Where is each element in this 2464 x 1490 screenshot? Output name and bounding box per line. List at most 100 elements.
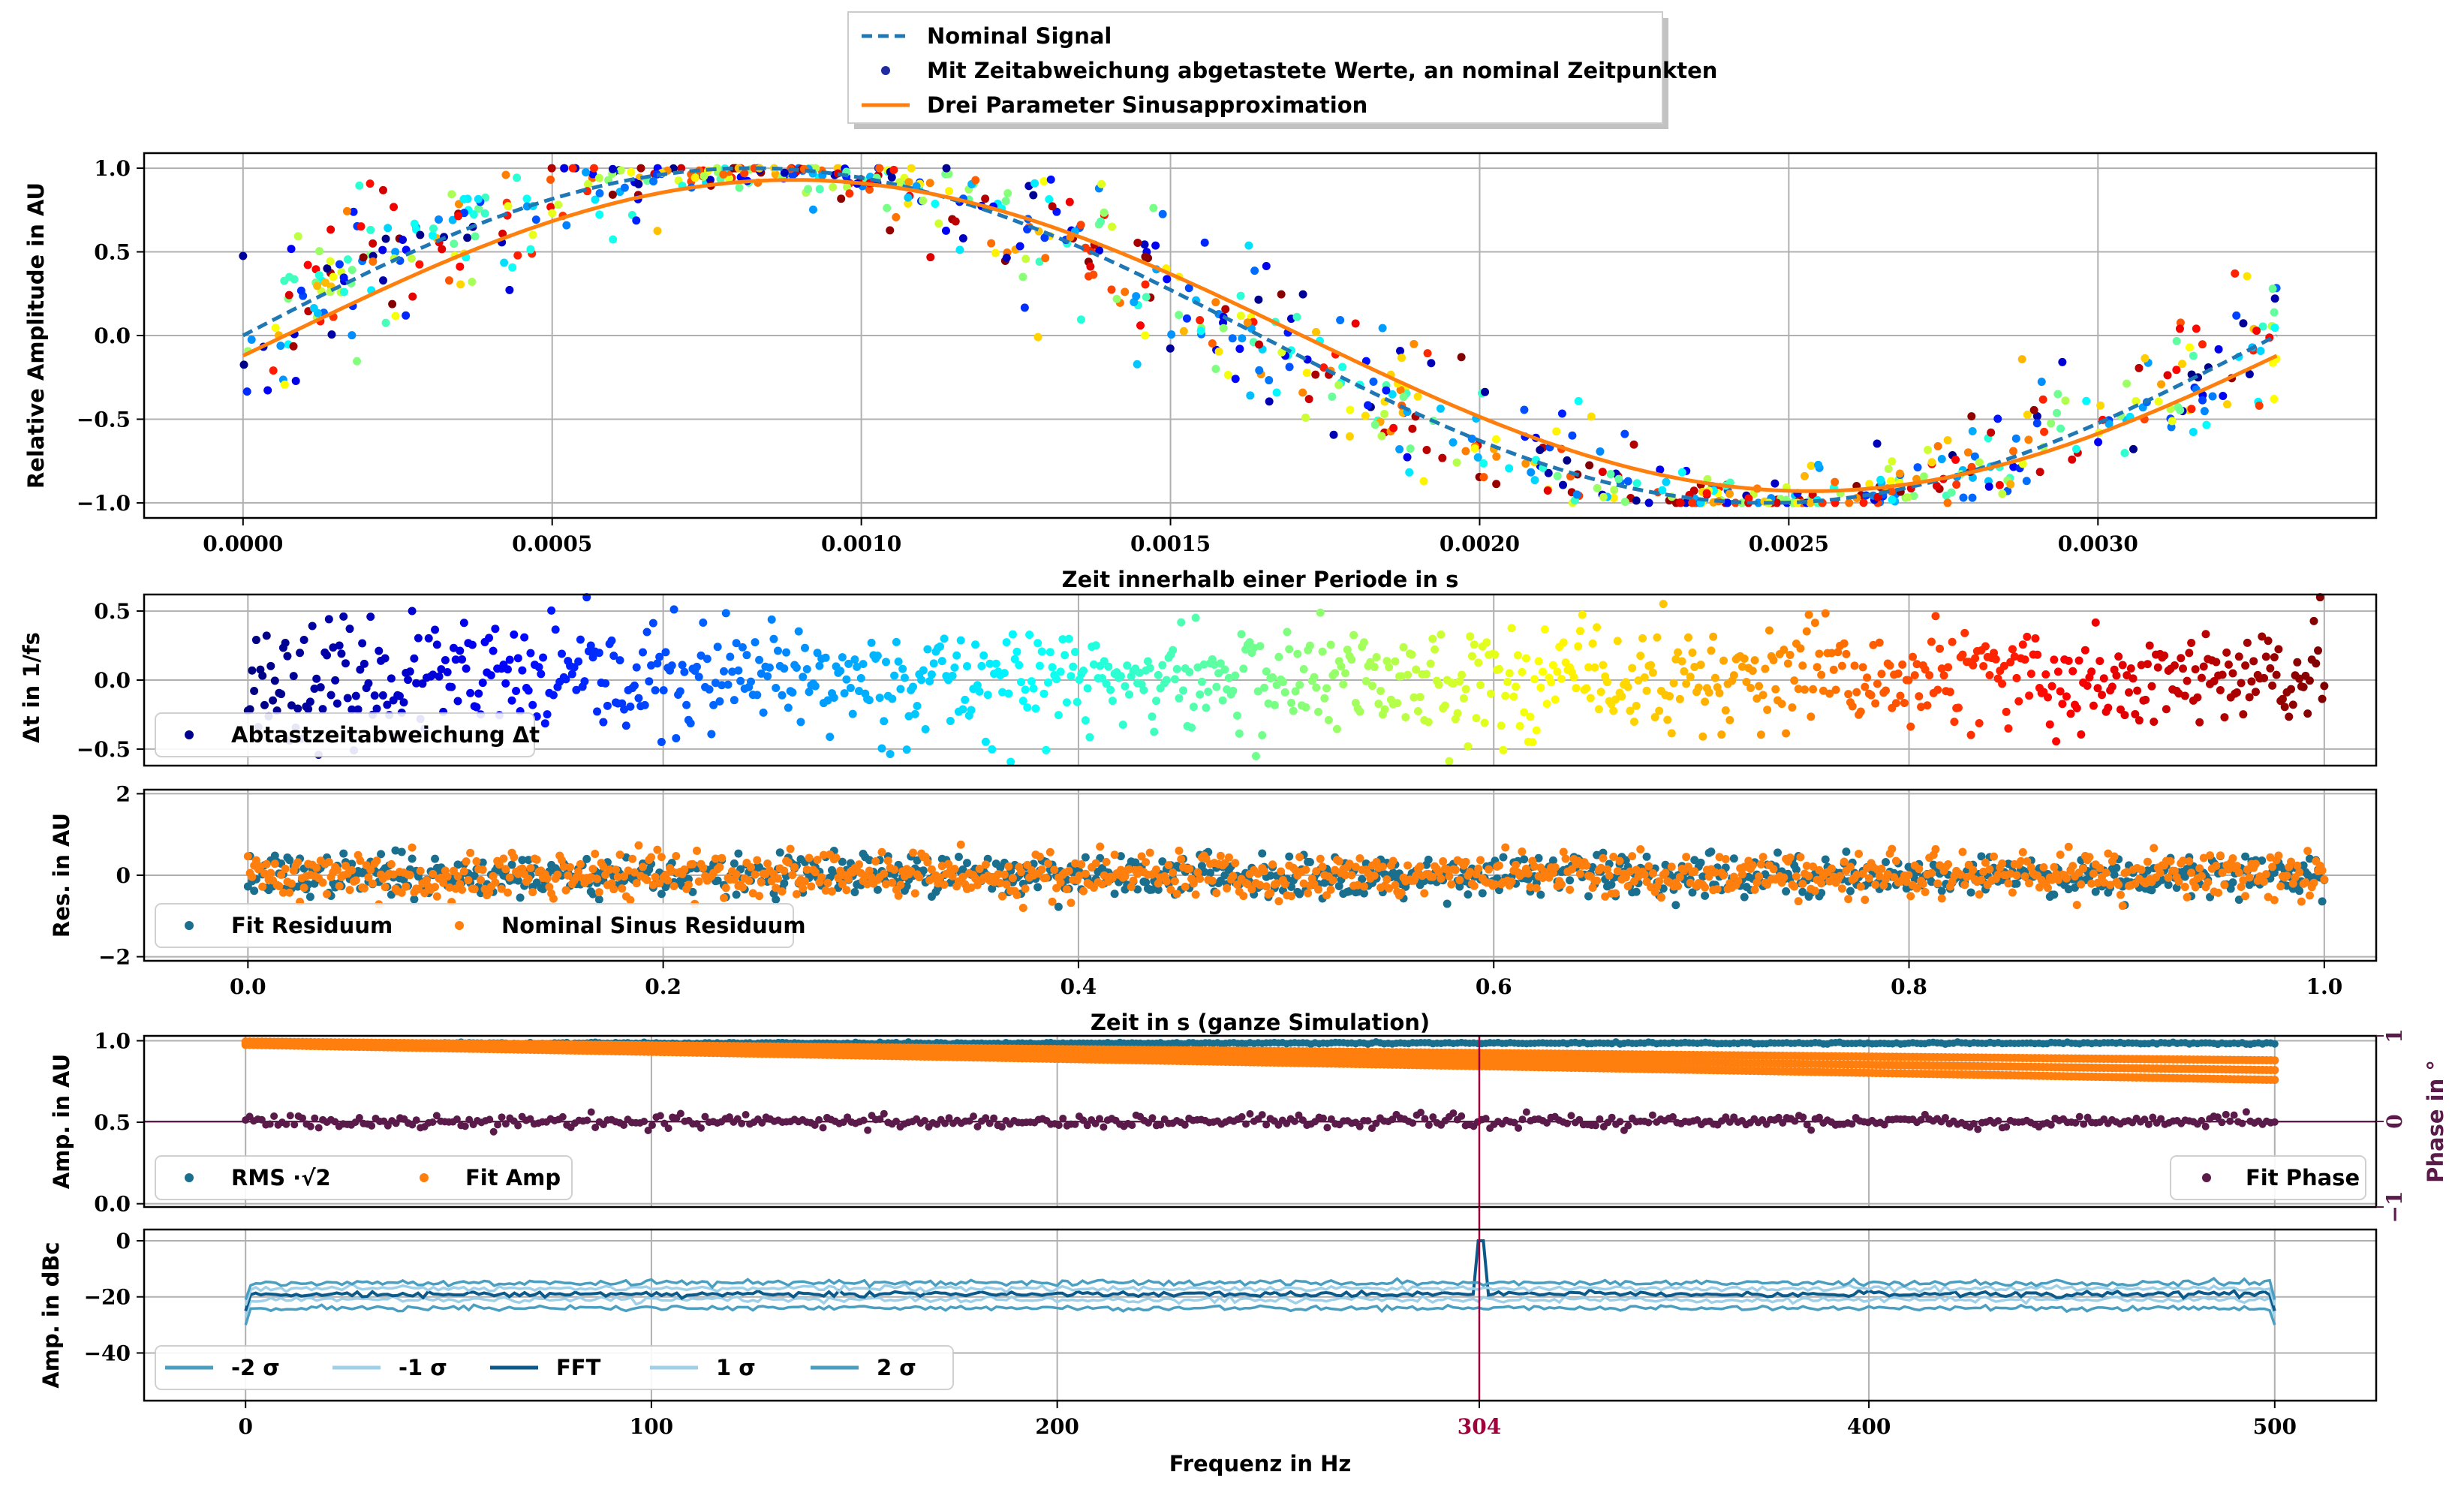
dt-point (547, 606, 556, 615)
nominal-residual-point (1969, 865, 1978, 874)
nominal-residual-point (1605, 871, 1614, 880)
sample-point (1970, 452, 1979, 461)
fit-residual-point (377, 850, 386, 859)
sample-point (429, 224, 438, 233)
dt-point (1819, 686, 1828, 695)
dt-point (1709, 632, 1718, 641)
nominal-residual-point (1636, 844, 1645, 853)
dt-point (1638, 634, 1647, 643)
dt-point (2318, 694, 2327, 703)
nominal-residual-point (2187, 868, 2196, 877)
nominal-residual-point (950, 865, 959, 874)
dt-point (418, 679, 427, 688)
nominal-residual-point (1615, 856, 1624, 865)
dt-point (728, 667, 737, 676)
dt-point (1056, 667, 1065, 676)
nominal-residual-point (2089, 869, 2098, 878)
dt-point (1474, 658, 1483, 667)
sample-point (2245, 370, 2254, 379)
sample-point (1298, 290, 1307, 299)
dt-point (715, 697, 724, 706)
dt-point (572, 685, 581, 694)
sample-point (1076, 221, 1085, 230)
dt-point (1326, 640, 1335, 649)
sample-point (2017, 355, 2026, 364)
panel-signal-ylabel: Relative Amplitude in AU (23, 182, 49, 489)
nominal-residual-point (464, 876, 473, 885)
sample-point (1919, 472, 1928, 481)
dt-point (513, 654, 522, 663)
nominal-residual-point (1769, 865, 1778, 874)
nominal-residual-point (594, 888, 603, 897)
sample-point (886, 226, 895, 235)
dt-point (1083, 684, 1092, 693)
dt-point (485, 634, 494, 643)
sample-point (2258, 322, 2267, 331)
dt-point (1006, 757, 1015, 766)
dt-point (967, 706, 976, 715)
sample-point (1967, 462, 1976, 471)
sample-point (1419, 477, 1428, 486)
panel-residual-xtick-label: 0.4 (1061, 974, 1097, 999)
sample-point (1184, 284, 1193, 293)
sample-point (931, 200, 940, 209)
dt-point (1372, 652, 1381, 661)
dt-point (2118, 661, 2127, 670)
nominal-residual-point (499, 854, 508, 863)
sample-point (291, 377, 300, 386)
sample-point (1572, 490, 1581, 499)
sample-point (1521, 459, 1530, 468)
dt-point (1725, 715, 1734, 724)
sample-point (468, 277, 477, 286)
dt-point (1476, 681, 1485, 690)
dt-point (1274, 652, 1283, 661)
dt-point (507, 696, 516, 705)
dt-point (304, 705, 313, 714)
dt-point (1470, 640, 1479, 649)
sample-point (2168, 417, 2177, 426)
dt-point (539, 653, 548, 662)
dt-point (971, 640, 980, 649)
sample-point (2255, 401, 2264, 410)
sample-point (2189, 351, 2198, 360)
dt-point (356, 665, 365, 674)
dt-point (2004, 724, 2013, 733)
sample-point (1491, 435, 1500, 444)
dt-point (1521, 654, 1530, 663)
dt-point (2210, 677, 2219, 686)
sample-point (889, 165, 898, 174)
dt-point (1150, 727, 1159, 736)
dt-point (1557, 674, 1566, 683)
dt-point (2120, 711, 2129, 720)
sample-point (1403, 453, 1412, 462)
sample-point (1211, 364, 1220, 373)
dt-point (719, 667, 728, 676)
dt-point (266, 661, 275, 670)
dt-point (308, 622, 317, 631)
nominal-residual-point (1494, 861, 1503, 870)
sample-point (941, 226, 950, 235)
dt-point (672, 733, 681, 742)
dt-point (1599, 661, 1608, 670)
dt-point (399, 698, 408, 707)
dt-point (1675, 694, 1684, 703)
dt-point (1368, 682, 1377, 691)
sample-point (1045, 195, 1054, 204)
dt-point (2191, 665, 2200, 674)
panel-residual-xtick-label: 0.8 (1891, 974, 1927, 999)
fit-residual-point (2091, 887, 2100, 896)
panel-signal-ytick-label: 0.0 (94, 324, 131, 348)
dt-point (769, 634, 778, 643)
dt-point (1016, 678, 1025, 687)
sample-point (321, 278, 330, 287)
dt-point (962, 662, 971, 671)
dt-point (505, 655, 514, 664)
sample-point (1481, 387, 1490, 396)
sample-point (595, 210, 604, 219)
sample-point (366, 179, 375, 188)
sample-point (1913, 463, 1922, 472)
dt-point (526, 649, 535, 658)
dt-point (310, 685, 319, 694)
fit-residual-point (732, 890, 741, 899)
dt-point (1796, 644, 1805, 653)
